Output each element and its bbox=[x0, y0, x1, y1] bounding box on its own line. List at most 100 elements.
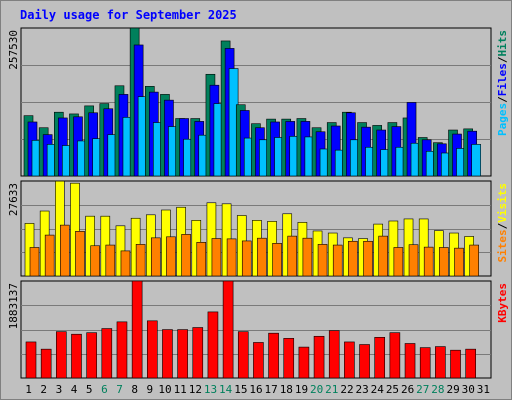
kbytes-bar-4 bbox=[71, 333, 82, 379]
x-tick-label: 23 bbox=[356, 383, 369, 396]
kbytes-bar-27 bbox=[419, 347, 431, 379]
legend-kbytes: KBytes bbox=[496, 283, 509, 323]
legend-sep: / bbox=[496, 222, 509, 229]
kbytes-bar-23 bbox=[359, 344, 370, 379]
sites-bar-18 bbox=[287, 235, 298, 277]
y-max-label-1: 257530 bbox=[7, 30, 20, 70]
x-tick-label: 10 bbox=[158, 383, 171, 396]
kbytes-bar-3 bbox=[56, 331, 67, 379]
x-tick-label: 24 bbox=[371, 383, 385, 396]
kbytes-bar-21 bbox=[328, 330, 340, 379]
x-tick-label: 1 bbox=[25, 383, 32, 396]
x-tick-label: 12 bbox=[189, 383, 202, 396]
kbytes-bar-18 bbox=[283, 338, 295, 379]
sites-bar-29 bbox=[454, 247, 464, 277]
x-tick-label: 9 bbox=[147, 383, 154, 396]
x-tick-label: 15 bbox=[234, 383, 247, 396]
legend-kbytes: KBytes bbox=[496, 283, 509, 323]
kbytes-bar-12 bbox=[192, 327, 204, 379]
legend-sites: Sites bbox=[496, 229, 509, 262]
x-tick-label: 28 bbox=[431, 383, 444, 396]
sites-bar-1 bbox=[29, 247, 40, 277]
sites-bar-16 bbox=[257, 237, 267, 277]
sites-bar-22 bbox=[348, 240, 358, 277]
kbytes-bar-6 bbox=[101, 328, 113, 379]
kbytes-bar-20 bbox=[313, 335, 325, 379]
sites-bar-25 bbox=[393, 247, 404, 277]
sites-bar-20 bbox=[317, 244, 328, 277]
x-tick-label: 27 bbox=[416, 383, 429, 396]
sites-bar-15 bbox=[241, 240, 252, 277]
sites-bar-9 bbox=[150, 237, 161, 277]
x-tick-label: 7 bbox=[116, 383, 123, 396]
sites-bar-4 bbox=[75, 231, 85, 277]
x-tick-label: 17 bbox=[265, 383, 278, 396]
pages-bar-30 bbox=[471, 144, 481, 177]
x-tick-label: 29 bbox=[446, 383, 459, 396]
kbytes-bar-13 bbox=[207, 311, 219, 379]
kbytes-bar-22 bbox=[344, 341, 355, 379]
sites-bar-27 bbox=[423, 246, 434, 277]
legend-sep: / bbox=[496, 56, 509, 63]
x-tick-label: 22 bbox=[340, 383, 353, 396]
sites-bar-28 bbox=[439, 247, 449, 277]
sites-bar-19 bbox=[302, 237, 313, 277]
x-tick-label: 14 bbox=[219, 383, 233, 396]
kbytes-bar-25 bbox=[389, 332, 401, 379]
chart-title: Daily usage for September 2025 bbox=[20, 8, 237, 22]
sites-bar-11 bbox=[181, 234, 191, 277]
x-tick-label: 4 bbox=[71, 383, 78, 396]
x-tick-label: 3 bbox=[56, 383, 63, 396]
x-tick-label: 6 bbox=[101, 383, 108, 396]
y-max-label-3: 1883137 bbox=[7, 283, 20, 329]
sites-bar-30 bbox=[469, 244, 479, 277]
sites-bar-21 bbox=[332, 244, 343, 277]
legend-hits-files-pages: Pages/Files/Hits bbox=[496, 30, 509, 136]
sites-bar-12 bbox=[196, 242, 207, 277]
kbytes-bar-8 bbox=[131, 280, 143, 379]
x-tick-label: 31 bbox=[477, 383, 490, 396]
kbytes-bar-17 bbox=[268, 332, 279, 379]
kbytes-bar-19 bbox=[298, 346, 310, 379]
sites-bar-10 bbox=[166, 236, 176, 277]
x-tick-label: 19 bbox=[295, 383, 308, 396]
kbytes-bar-16 bbox=[253, 342, 264, 379]
x-tick-label: 13 bbox=[204, 383, 217, 396]
kbytes-bar-28 bbox=[435, 346, 446, 379]
kbytes-bar-9 bbox=[146, 320, 158, 379]
x-tick-label: 2 bbox=[40, 383, 47, 396]
sites-bar-24 bbox=[378, 235, 389, 277]
kbytes-bar-1 bbox=[25, 341, 37, 379]
sites-bar-8 bbox=[135, 244, 146, 277]
legend-pages: Pages bbox=[496, 103, 509, 136]
kbytes-bar-29 bbox=[450, 349, 461, 379]
kbytes-bar-5 bbox=[86, 332, 97, 379]
sites-bar-7 bbox=[120, 250, 131, 277]
kbytes-bar-10 bbox=[162, 329, 173, 379]
x-tick-label: 16 bbox=[249, 383, 262, 396]
y-max-label-2: 27633 bbox=[7, 183, 20, 216]
legend-visits: Visits bbox=[496, 183, 509, 223]
x-tick-label: 25 bbox=[386, 383, 399, 396]
kbytes-bar-30 bbox=[465, 348, 476, 379]
x-tick-label: 8 bbox=[131, 383, 138, 396]
x-tick-label: 5 bbox=[86, 383, 93, 396]
x-tick-label: 30 bbox=[462, 383, 475, 396]
visits-bar-4 bbox=[70, 182, 80, 277]
legend-visits-sites: Sites/Visits bbox=[496, 183, 509, 263]
sites-bar-6 bbox=[105, 244, 116, 277]
x-tick-label: 20 bbox=[310, 383, 323, 396]
x-tick-label: 21 bbox=[325, 383, 338, 396]
kbytes-bar-15 bbox=[237, 331, 249, 379]
legend-sep: / bbox=[496, 96, 509, 103]
kbytes-bar-24 bbox=[374, 337, 386, 379]
kbytes-bar-7 bbox=[116, 321, 128, 379]
kbytes-bar-11 bbox=[177, 329, 188, 379]
sites-bar-14 bbox=[226, 238, 237, 277]
kbytes-bar-26 bbox=[404, 343, 416, 379]
kbytes-bar-14 bbox=[222, 280, 234, 379]
kbytes-bar-2 bbox=[40, 348, 52, 379]
sites-bar-17 bbox=[272, 243, 282, 277]
sites-bar-3 bbox=[60, 224, 70, 277]
